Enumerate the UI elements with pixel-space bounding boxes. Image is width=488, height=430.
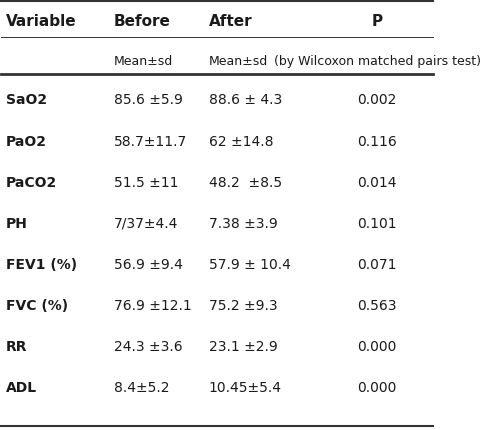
Text: 48.2  ±8.5: 48.2 ±8.5 xyxy=(208,175,281,189)
Text: 8.4±5.2: 8.4±5.2 xyxy=(114,381,169,394)
Text: 0.116: 0.116 xyxy=(357,134,396,148)
Text: 75.2 ±9.3: 75.2 ±9.3 xyxy=(208,298,277,312)
Text: 58.7±11.7: 58.7±11.7 xyxy=(114,134,186,148)
Text: 0.000: 0.000 xyxy=(357,339,396,353)
Text: 56.9 ±9.4: 56.9 ±9.4 xyxy=(114,257,182,271)
Text: SaO2: SaO2 xyxy=(6,93,47,107)
Text: 0.563: 0.563 xyxy=(357,298,396,312)
Text: 24.3 ±3.6: 24.3 ±3.6 xyxy=(114,339,182,353)
Text: After: After xyxy=(208,14,252,29)
Text: 0.071: 0.071 xyxy=(357,257,396,271)
Text: Mean±sd: Mean±sd xyxy=(114,55,173,68)
Text: 51.5 ±11: 51.5 ±11 xyxy=(114,175,178,189)
Text: 0.000: 0.000 xyxy=(357,381,396,394)
Text: 23.1 ±2.9: 23.1 ±2.9 xyxy=(208,339,277,353)
Text: 0.002: 0.002 xyxy=(357,93,396,107)
Text: 57.9 ± 10.4: 57.9 ± 10.4 xyxy=(208,257,290,271)
Text: 0.101: 0.101 xyxy=(357,216,396,230)
Text: 7/37±4.4: 7/37±4.4 xyxy=(114,216,178,230)
Text: PaCO2: PaCO2 xyxy=(6,175,57,189)
Text: 10.45±5.4: 10.45±5.4 xyxy=(208,381,281,394)
Text: 85.6 ±5.9: 85.6 ±5.9 xyxy=(114,93,182,107)
Text: FVC (%): FVC (%) xyxy=(6,298,68,312)
Text: Variable: Variable xyxy=(6,14,76,29)
Text: ADL: ADL xyxy=(6,381,37,394)
Text: FEV1 (%): FEV1 (%) xyxy=(6,257,77,271)
Text: Before: Before xyxy=(114,14,170,29)
Text: 76.9 ±12.1: 76.9 ±12.1 xyxy=(114,298,191,312)
Text: (by Wilcoxon matched pairs test): (by Wilcoxon matched pairs test) xyxy=(273,55,480,68)
Text: PH: PH xyxy=(6,216,27,230)
Text: 0.014: 0.014 xyxy=(357,175,396,189)
Text: 7.38 ±3.9: 7.38 ±3.9 xyxy=(208,216,277,230)
Text: 62 ±14.8: 62 ±14.8 xyxy=(208,134,273,148)
Text: RR: RR xyxy=(6,339,27,353)
Text: 88.6 ± 4.3: 88.6 ± 4.3 xyxy=(208,93,282,107)
Text: P: P xyxy=(371,14,382,29)
Text: PaO2: PaO2 xyxy=(6,134,47,148)
Text: Mean±sd: Mean±sd xyxy=(208,55,267,68)
